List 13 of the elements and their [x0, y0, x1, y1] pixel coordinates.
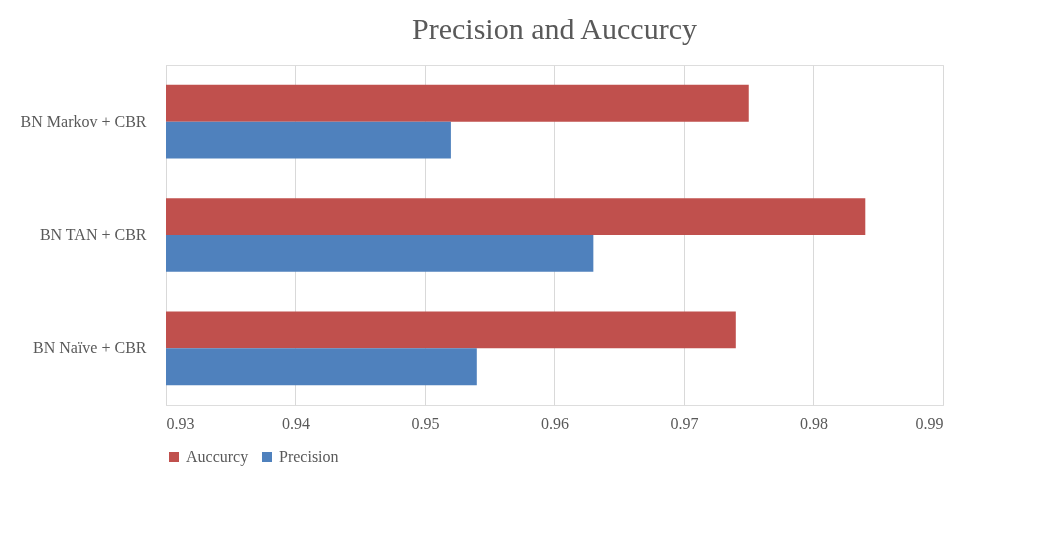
x-tick-label: 0.98	[800, 414, 828, 432]
x-tick-label: 0.95	[411, 414, 440, 432]
x-tick-label: 0.96	[541, 414, 569, 432]
legend-label: Auccurcy	[186, 448, 249, 466]
x-tick-label: 0.99	[915, 414, 944, 432]
x-tick-label: 0.93	[166, 414, 195, 432]
legend-label: Precision	[279, 448, 339, 465]
x-tick-label: 0.94	[282, 414, 310, 432]
x-tick-label: 0.97	[670, 414, 699, 432]
y-tick-label: BN Markov + CBR	[20, 112, 147, 130]
y-tick-label: BN TAN + CBR	[39, 226, 147, 243]
chart-title: Precision and Auccurcy	[412, 12, 697, 45]
y-tick-label: BN Naïve + CBR	[33, 339, 147, 357]
